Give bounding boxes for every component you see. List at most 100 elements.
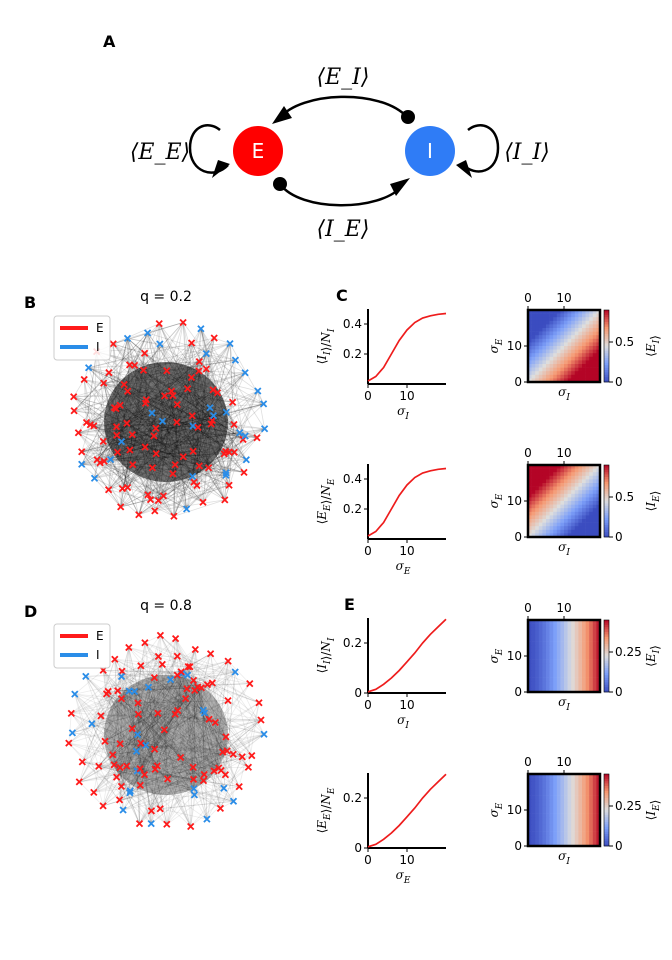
network-edge <box>213 661 229 771</box>
heatmap-cell <box>582 324 586 329</box>
heatmap-cell <box>564 320 568 325</box>
heatmap-cell <box>574 788 579 793</box>
heatmap-cell <box>549 486 554 491</box>
heatmap-cell <box>564 317 568 322</box>
heatmap-cell <box>556 828 561 832</box>
heatmap-cell <box>578 515 583 520</box>
network-edge <box>224 485 230 501</box>
heatmap-cell <box>571 529 576 534</box>
network-edge <box>144 774 161 809</box>
heatmap-cell <box>574 346 579 350</box>
heatmap-cell <box>556 677 561 682</box>
heatmap-cell <box>592 519 597 523</box>
network-edge <box>137 687 149 735</box>
network-edge <box>211 682 228 751</box>
heatmap-cell <box>535 522 540 527</box>
network-edge <box>218 733 265 769</box>
heatmap-cell <box>531 508 536 513</box>
heatmap-cell <box>553 328 558 332</box>
heatmap-cell <box>556 788 561 793</box>
network-edge <box>193 690 196 780</box>
network-q02: q = 0.2EI <box>53 289 269 520</box>
heatmap-cell <box>546 349 550 354</box>
heatmap-cell <box>560 526 565 531</box>
heatmap-cell <box>564 468 568 473</box>
network-edge <box>137 702 208 820</box>
heatmap-cell <box>546 784 550 789</box>
heatmap-cell <box>538 313 543 318</box>
network-edge <box>85 676 114 755</box>
heatmap-cell <box>553 684 558 689</box>
heatmap-cell <box>535 346 540 350</box>
heatmap-cell <box>589 526 594 531</box>
network-edge <box>140 656 159 667</box>
network-edge <box>98 713 139 767</box>
network-edge <box>186 688 194 780</box>
heatmap-cell <box>571 828 576 832</box>
heatmap-cell <box>571 659 576 664</box>
heatmap-cell <box>589 677 594 682</box>
heatmap-cell <box>546 799 550 804</box>
heatmap-cell <box>535 663 540 668</box>
heatmap-cell <box>571 813 576 818</box>
heatmap-cell <box>589 515 594 520</box>
network-edge <box>74 669 104 695</box>
network-edge <box>74 693 176 715</box>
heatmap-cell <box>592 663 597 668</box>
heatmap-cell <box>585 472 590 477</box>
network-edge <box>145 719 262 746</box>
network-edge <box>233 424 265 430</box>
network-edge <box>99 462 122 508</box>
network-edge <box>98 674 178 767</box>
network-edge <box>121 671 152 811</box>
heatmap-cell <box>567 479 572 484</box>
heatmap-cell <box>578 472 583 477</box>
network-edge <box>150 765 158 824</box>
heatmap-cell <box>535 342 540 347</box>
heatmap-cell <box>592 501 597 505</box>
colorbar-tick-label: 0 <box>615 685 623 699</box>
heatmap-cell <box>571 684 576 689</box>
label-char: N <box>319 641 333 653</box>
heatmap-cell <box>564 490 568 495</box>
network-edge <box>130 733 265 792</box>
heatmap-cell <box>564 828 568 832</box>
heatmap-cell <box>542 479 547 484</box>
heatmap-cell <box>574 320 579 325</box>
heatmap-cell <box>567 317 572 322</box>
heatmap-cell <box>549 328 554 332</box>
heatmap-cell <box>546 511 550 516</box>
heatmap-cell <box>582 799 586 804</box>
colorbar-segment <box>604 367 609 371</box>
network-edge <box>82 761 168 825</box>
subscript: E <box>403 567 411 577</box>
heatmap-cell <box>571 508 576 513</box>
e-neuron-marker <box>221 496 229 504</box>
heatmap-cell <box>592 802 597 807</box>
heatmap-cell <box>592 781 597 786</box>
heatmap-cell <box>578 497 583 502</box>
heatmap-cell <box>538 828 543 832</box>
i-self-arrowhead <box>456 160 472 178</box>
heatmap-cell <box>564 666 568 671</box>
heatmap-cell <box>589 666 594 671</box>
network-edge <box>102 670 158 767</box>
heatmap-cell <box>571 493 576 498</box>
subscript: I <box>565 548 570 558</box>
network-edge <box>185 666 191 699</box>
heatmap-cell <box>571 364 576 368</box>
y-tick-label: 0 <box>354 841 362 855</box>
heatmap-cell <box>578 501 583 505</box>
network-edge <box>180 671 253 756</box>
heatmap-cell <box>535 519 540 523</box>
e-neuron-marker <box>228 398 237 406</box>
network-edge <box>151 671 182 811</box>
heatmap-cell <box>560 638 565 642</box>
heatmap-cell <box>564 519 568 523</box>
i-neuron-marker <box>241 369 249 377</box>
heatmap-cell <box>592 777 597 782</box>
network-edge <box>104 713 139 742</box>
heatmap-cell <box>542 666 547 671</box>
network-edge <box>200 328 265 430</box>
heatmap-cell <box>560 623 565 628</box>
